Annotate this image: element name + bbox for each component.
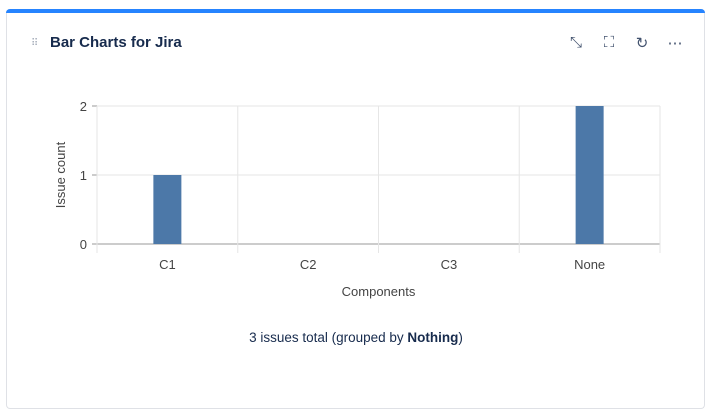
- y-tick-label: 2: [80, 99, 87, 114]
- summary-suffix: ): [458, 330, 463, 345]
- bar-c1: [153, 175, 182, 244]
- gadget-title: Bar Charts for Jira: [50, 34, 182, 51]
- summary-prefix: 3 issues total (grouped by: [249, 330, 408, 345]
- x-tick-label: C3: [441, 257, 458, 272]
- y-tick-label: 1: [80, 168, 87, 183]
- bar-none: [575, 106, 604, 244]
- x-axis-label: Components: [342, 284, 416, 299]
- y-tick-label: 0: [80, 237, 87, 252]
- summary-text: 3 issues total (grouped by Nothing): [0, 330, 712, 345]
- x-tick-label: C2: [300, 257, 317, 272]
- summary-group: Nothing: [407, 330, 459, 345]
- refresh-icon[interactable]: ↻: [635, 35, 649, 52]
- fullscreen-icon[interactable]: ⛶: [603, 34, 615, 51]
- x-tick-label: C1: [159, 257, 176, 272]
- y-axis-label: Issue count: [53, 141, 68, 208]
- minimize-icon[interactable]: ⤡: [569, 34, 582, 51]
- x-tick-label: None: [574, 257, 605, 272]
- more-icon[interactable]: ⋯: [667, 35, 683, 52]
- gadget-accent-bar: [6, 9, 705, 13]
- drag-handle-icon[interactable]: ⠿: [31, 38, 38, 49]
